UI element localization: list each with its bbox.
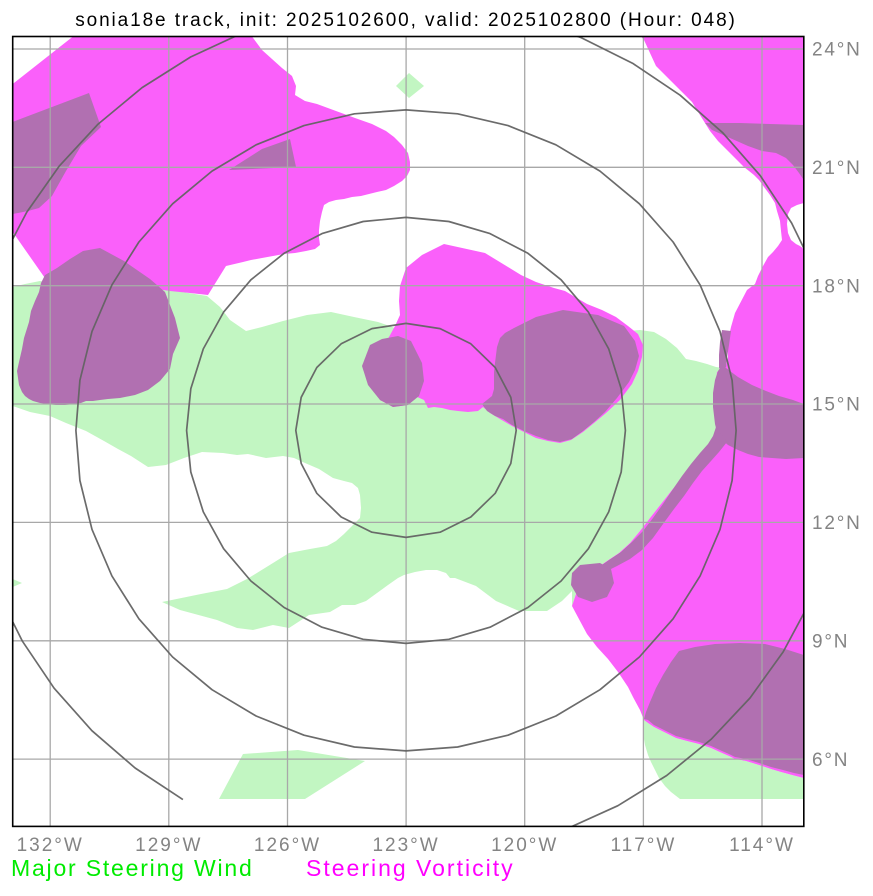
svg-text:117°W: 117°W xyxy=(610,835,676,856)
svg-text:15°N: 15°N xyxy=(812,395,862,416)
svg-text:21°N: 21°N xyxy=(812,158,862,179)
svg-text:sonia18e track, init: 20251026: sonia18e track, init: 2025102600, valid:… xyxy=(75,10,737,31)
svg-text:18°N: 18°N xyxy=(812,276,862,297)
svg-text:6°N: 6°N xyxy=(812,750,849,771)
svg-text:24°N: 24°N xyxy=(812,40,862,61)
svg-text:12°N: 12°N xyxy=(812,513,862,534)
svg-text:120°W: 120°W xyxy=(491,835,558,856)
svg-text:Steering Vorticity: Steering Vorticity xyxy=(306,855,515,881)
svg-text:9°N: 9°N xyxy=(812,632,849,653)
svg-text:114°W: 114°W xyxy=(729,835,795,856)
svg-text:123°W: 123°W xyxy=(372,835,439,856)
svg-text:Major Steering Wind: Major Steering Wind xyxy=(11,855,254,881)
svg-text:132°W: 132°W xyxy=(17,835,84,856)
svg-text:126°W: 126°W xyxy=(254,835,321,856)
svg-text:129°W: 129°W xyxy=(135,835,202,856)
